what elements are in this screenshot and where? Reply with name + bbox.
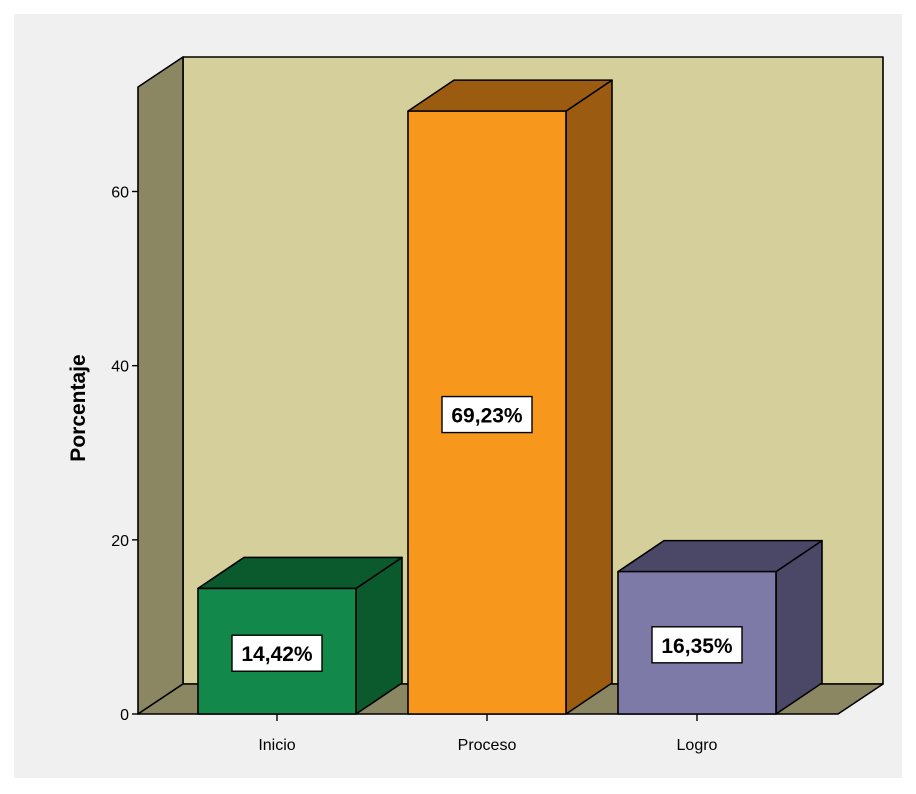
data-label-box-proceso [441,395,533,434]
data-label-proceso: 69,23% [451,405,523,428]
data-label-logro: 16,35% [661,635,733,658]
y-axis: 0 20 40 60 [111,185,138,724]
category-labels: Inicio Proceso Logro [258,714,718,754]
x-tick-label-inicio: Inicio [258,737,295,754]
x-tick-label-proceso: Proceso [458,737,517,754]
bar-proceso-side [565,79,613,715]
y-tick-label: 60 [111,185,129,202]
x-tick-label-logro: Logro [677,737,718,754]
data-labels: 14,42% 69,23% 16,35% [231,395,743,672]
data-label-box-inicio [231,634,323,672]
y-axis-title: Porcentaje [67,354,90,461]
y-tick-label: 20 [111,533,129,550]
data-label-box-logro [651,626,743,664]
y-tick-label: 40 [111,359,129,376]
data-label-inicio: 14,42% [241,643,313,666]
plot-side-wall [137,56,184,715]
y-tick-label: 0 [120,707,129,724]
